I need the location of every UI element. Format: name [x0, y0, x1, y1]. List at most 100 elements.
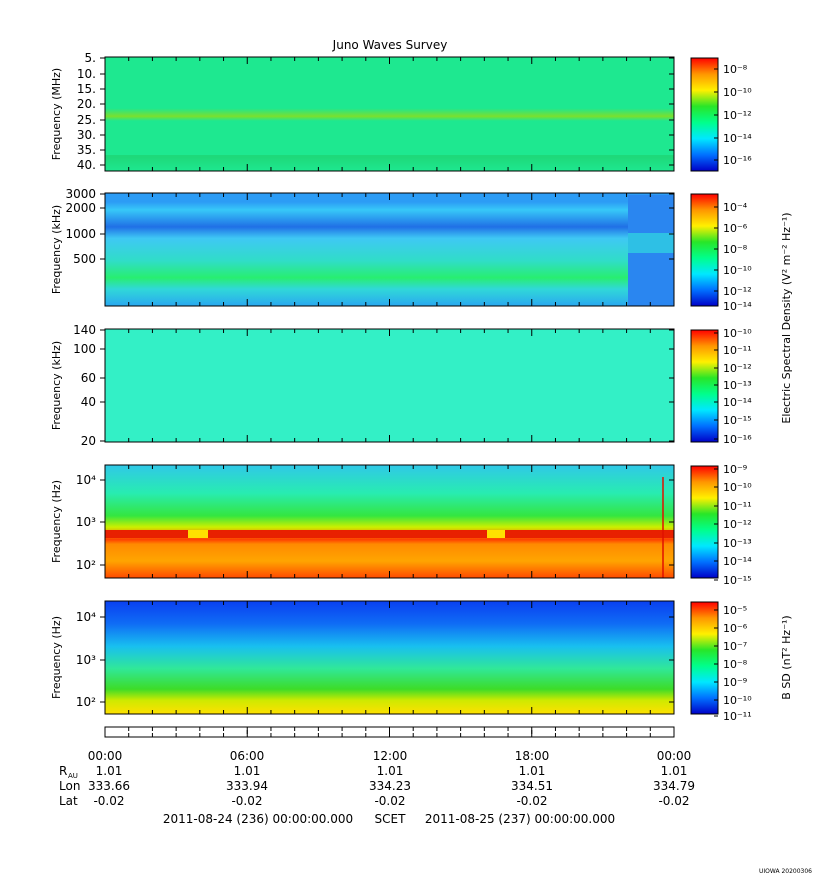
spectrogram-image — [105, 465, 674, 578]
colorbar-tick-label: 10⁻¹⁰ — [723, 481, 752, 494]
spectrogram-panel-3: 140 100 60 40 20 Frequency (kHz) 10⁻¹⁰ 10⁻¹¹ 10⁻… — [50, 323, 752, 448]
y-tick-label: 30. — [77, 128, 96, 142]
y-tick-label: 2000 — [65, 201, 96, 215]
colorbar-tick-label: 10⁻¹⁰ — [723, 694, 752, 707]
y-tick-label: 40 — [81, 395, 96, 409]
y-tick-label: 20. — [77, 97, 96, 111]
ephemeris-row-label: R — [59, 764, 67, 778]
colorbar-tick-label: 10⁻¹⁵ — [723, 574, 752, 587]
ephemeris-value: 1.01 — [96, 764, 123, 778]
footer-start: 2011-08-24 (236) 00:00:00.000 — [163, 812, 353, 826]
colorbar-tick-label: 10⁻⁶ — [723, 622, 748, 635]
y-tick-label: 5. — [85, 51, 96, 65]
time-label: 12:00 — [373, 749, 408, 763]
y-tick-label: 40. — [77, 158, 96, 172]
colorbar-tick-label: 10⁻¹¹ — [723, 344, 752, 357]
colorbar-tick-label: 10⁻¹⁴ — [723, 555, 752, 568]
ephemeris-value: -0.02 — [231, 794, 262, 808]
colorbar-scale — [690, 57, 719, 172]
colorbar-tick-label: 10⁻⁵ — [723, 604, 747, 617]
y-tick-label: 20 — [81, 434, 96, 448]
colorbar: 10⁻⁹ 10⁻¹⁰ 10⁻¹¹ 10⁻¹² 10⁻¹³ 10⁻¹⁴ 10⁻¹⁵ — [690, 463, 752, 587]
ephemeris-row-label: Lat — [59, 794, 78, 808]
colorbar-tick-label: 10⁻¹⁰ — [723, 327, 752, 340]
colorbar: 10⁻⁸ 10⁻¹⁰ 10⁻¹² 10⁻¹⁴ 10⁻¹⁶ — [690, 57, 752, 172]
y-tick-label: 25. — [77, 113, 96, 127]
time-label: 00:00 — [88, 749, 123, 763]
y-axis-label: Frequency (kHz) — [50, 205, 63, 294]
ephemeris-value: -0.02 — [93, 794, 124, 808]
colorbar-tick-label: 10⁻⁷ — [723, 640, 747, 653]
spectrogram-panel-1: 5. 10.15.20. 25.30.35.40. Frequency (MHz) 10… — [50, 51, 752, 172]
ephemeris-row-label: Lon — [59, 779, 80, 793]
ephemeris-value: 334.51 — [511, 779, 553, 793]
colorbar-tick-label: 10⁻¹² — [723, 285, 752, 298]
ephemeris-value: -0.02 — [516, 794, 547, 808]
colorbar-tick-label: 10⁻¹² — [723, 362, 752, 375]
ephemeris-value: 334.23 — [369, 779, 411, 793]
spectrogram-image — [105, 193, 674, 306]
line-gap — [188, 530, 208, 538]
y-tick-label: 500 — [73, 252, 96, 266]
ephemeris-value: 1.01 — [519, 764, 546, 778]
colorbar-tick-label: 10⁻⁸ — [723, 63, 748, 76]
y-tick-label: 15. — [77, 82, 96, 96]
colorbar-tick-label: 10⁻¹⁴ — [723, 300, 752, 313]
colorbar-tick-label: 10⁻¹² — [723, 518, 752, 531]
y-axis-label: Frequency (MHz) — [50, 68, 63, 160]
time-label: 18:00 — [515, 749, 550, 763]
y-tick-label: 35. — [77, 143, 96, 157]
y-tick-label: 1000 — [65, 227, 96, 241]
colorbar-scale — [690, 601, 719, 715]
colorbar-tick-label: 10⁻¹¹ — [723, 500, 752, 513]
y-tick-label: 10² — [76, 558, 96, 572]
colorbar-tick-label: 10⁻⁸ — [723, 658, 748, 671]
spectrogram-image — [105, 57, 674, 171]
ephemeris-value: 333.66 — [88, 779, 130, 793]
footer-end: 2011-08-25 (237) 00:00:00.000 — [425, 812, 615, 826]
y-tick-label: 10³ — [76, 515, 96, 529]
y-tick-label: 100 — [73, 342, 96, 356]
colorbar-tick-label: 10⁻¹¹ — [723, 710, 752, 723]
y-axis-label: Frequency (kHz) — [50, 341, 63, 430]
y-axis-label: Frequency (Hz) — [50, 616, 63, 699]
colorbar-tick-label: 10⁻¹² — [723, 109, 752, 122]
colorbar: 10⁻⁵ 10⁻⁶ 10⁻⁷ 10⁻⁸ 10⁻⁹ 10⁻¹⁰ 10⁻¹¹ B SD (nT² … — [690, 601, 793, 723]
colorbar-tick-label: 10⁻¹⁴ — [723, 132, 752, 145]
colorbar-units-label: B SD (nT² Hz⁻¹) — [780, 615, 793, 699]
ephemeris-row-sublabel: AU — [68, 772, 78, 780]
colorbar-tick-label: 10⁻⁴ — [723, 201, 748, 214]
colorbar-tick-label: 10⁻¹⁶ — [723, 433, 752, 446]
colorbar-tick-label: 10⁻¹⁰ — [723, 264, 752, 277]
colorbar-tick-label: 10⁻¹⁰ — [723, 86, 752, 99]
emission-band — [628, 233, 674, 253]
chart-title: Juno Waves Survey — [332, 38, 448, 52]
footer-scet: SCET — [375, 812, 407, 826]
colorbar-tick-label: 10⁻⁸ — [723, 243, 748, 256]
colorbar-tick-label: 10⁻⁹ — [723, 676, 747, 689]
colorbar: 10⁻¹⁰ 10⁻¹¹ 10⁻¹² 10⁻¹³ 10⁻¹⁴ 10⁻¹⁵ 10⁻¹⁶ — [690, 327, 752, 446]
spectrogram-image — [105, 329, 674, 442]
ephemeris-value: 1.01 — [661, 764, 688, 778]
colorbar-tick-label: 10⁻¹⁵ — [723, 414, 752, 427]
colorbar-tick-label: 10⁻¹³ — [723, 379, 752, 392]
line-gap — [487, 530, 505, 538]
colorbar-scale — [690, 465, 719, 579]
spectrogram-image — [105, 601, 674, 714]
ephemeris-value: -0.02 — [658, 794, 689, 808]
shared-colorbar-label: Electric Spectral Density (V² m⁻² Hz⁻¹) — [780, 212, 793, 423]
y-tick-label: 10³ — [76, 653, 96, 667]
colorbar-scale — [690, 329, 719, 443]
y-tick-label: 140 — [73, 323, 96, 337]
colorbar: 10⁻⁴ 10⁻⁶ 10⁻⁸ 10⁻¹⁰ 10⁻¹² 10⁻¹⁴ — [690, 193, 752, 313]
colorbar-scale — [690, 193, 719, 307]
y-tick-label: 60 — [81, 371, 96, 385]
ephemeris-value: 334.79 — [653, 779, 695, 793]
y-tick-label: 10² — [76, 695, 96, 709]
y-tick-label: 10⁴ — [76, 473, 96, 487]
